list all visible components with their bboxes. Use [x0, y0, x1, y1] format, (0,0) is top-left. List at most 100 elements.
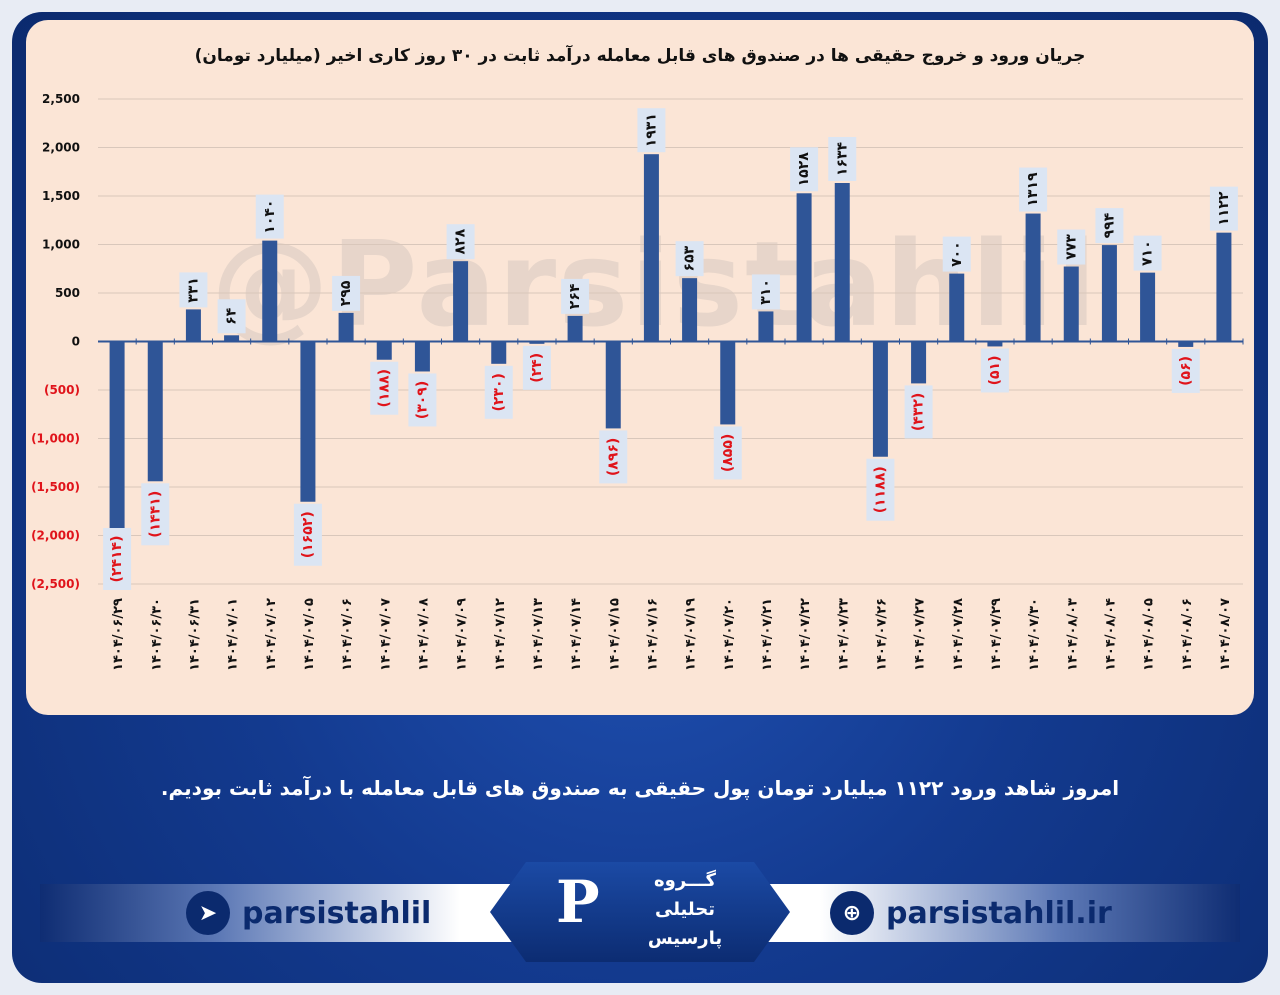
data-label-box	[446, 224, 475, 260]
bar	[605, 341, 621, 429]
data-label-box	[599, 430, 628, 484]
data-label-box	[293, 503, 322, 566]
data-label-box	[370, 361, 399, 415]
bar	[872, 341, 888, 457]
y-tick-label: 0	[72, 335, 80, 349]
caption: امروز شاهد ورود ۱۱۲۲ میلیارد تومان پول ح…	[160, 776, 1120, 800]
data-label: (۲۳۰)	[491, 373, 507, 411]
data-label: (۵۱)	[987, 356, 1003, 386]
data-label-box	[1095, 208, 1124, 244]
data-label: ۱۰۴۰	[262, 200, 278, 234]
x-tick-label: ۱۴۰۴/۰۸/۰۶	[1180, 598, 1195, 671]
x-tick-label: ۱۴۰۴/۰۷/۲۰	[722, 598, 737, 671]
logo-text: گـــروه تحلیلی پارسیس	[630, 866, 740, 953]
x-tick-label: ۱۴۰۴/۰۸/۰۳	[1065, 598, 1080, 671]
data-label-box	[255, 194, 284, 239]
data-label: (۱۶۵۲)	[300, 511, 316, 558]
data-label: (۸۹۶)	[605, 438, 621, 476]
data-label: (۸۵۵)	[720, 434, 736, 472]
x-tick-label: ۱۴۰۴/۰۷/۱۵	[607, 598, 622, 671]
globe-icon: ⊕	[830, 891, 874, 935]
data-label-box	[751, 274, 780, 310]
data-label: ۱۵۲۸	[796, 152, 812, 187]
x-tick-label: ۱۴۰۴/۰۷/۲۶	[874, 598, 889, 671]
data-label: ۹۹۴	[1101, 212, 1117, 238]
data-label: (۲۴۱۴)	[109, 536, 125, 583]
bar	[1178, 341, 1194, 347]
data-label-box	[561, 278, 590, 314]
x-tick-label: ۱۴۰۴/۰۷/۲۹	[989, 598, 1004, 671]
y-tick-label: (1,500)	[31, 480, 80, 494]
x-tick-label: ۱۴۰۴/۰۷/۳۰	[1027, 598, 1042, 671]
data-label-box	[942, 236, 971, 272]
data-label-box	[217, 299, 246, 334]
bar	[1216, 232, 1232, 342]
y-tick-label: 1,500	[42, 189, 80, 203]
data-label-box	[1171, 348, 1200, 393]
data-label-box	[522, 345, 551, 390]
bar	[109, 341, 125, 576]
x-tick-label: ۱۴۰۴/۰۶/۳۰	[149, 598, 164, 671]
y-tick-label: 500	[55, 286, 80, 300]
y-tick-label: (2,500)	[31, 577, 80, 591]
x-tick-label: ۱۴۰۴/۰۶/۲۹	[111, 598, 126, 671]
bar	[414, 341, 430, 372]
data-label-box	[1133, 235, 1162, 271]
data-label-box	[408, 373, 437, 427]
telegram-icon: ➤	[186, 891, 230, 935]
y-tick-label: 1,000	[42, 238, 80, 252]
data-label: ۲۹۵	[338, 280, 354, 306]
data-label: ۶۵۳	[682, 245, 698, 271]
data-label-box	[637, 108, 666, 153]
bar	[911, 341, 927, 384]
logo-badge	[490, 862, 790, 962]
data-label: (۲۴)	[529, 353, 545, 383]
data-label: ۱۳۱۹	[1025, 172, 1041, 207]
bar	[758, 311, 774, 342]
bar	[147, 341, 163, 482]
bar	[1025, 213, 1041, 342]
data-label: ۳۱۰	[758, 279, 774, 305]
data-label-box	[484, 365, 513, 419]
x-tick-label: ۱۴۰۴/۰۷/۱۲	[493, 598, 508, 671]
data-label-box	[141, 483, 170, 546]
x-tick-label: ۱۴۰۴/۰۷/۰۸	[416, 598, 431, 671]
bar	[567, 315, 583, 342]
data-label: ۱۹۳۱	[643, 113, 659, 147]
logo-line-2: تحلیلی	[655, 899, 715, 920]
x-tick-label: ۱۴۰۴/۰۷/۲۳	[836, 598, 851, 671]
website-link[interactable]: ⊕ parsistahlil.ir	[830, 884, 1112, 942]
bar	[834, 183, 850, 342]
x-tick-label: ۱۴۰۴/۰۷/۲۲	[798, 598, 813, 671]
x-tick-label: ۱۴۰۴/۰۷/۲۸	[951, 598, 966, 671]
telegram-link[interactable]: ➤ parsistahlil	[186, 884, 431, 942]
bar	[643, 154, 659, 342]
bar	[796, 193, 812, 342]
data-label: ۳۳۱	[185, 277, 201, 303]
data-label: ۷۱۰	[1140, 240, 1156, 266]
x-tick-label: ۱۴۰۴/۰۷/۲۱	[760, 598, 775, 671]
data-label-box	[332, 275, 361, 311]
x-tick-label: ۱۴۰۴/۰۷/۱۹	[684, 598, 699, 671]
data-label-box	[790, 147, 819, 192]
x-tick-label: ۱۴۰۴/۰۷/۱۳	[531, 598, 546, 671]
x-tick-label: ۱۴۰۴/۰۸/۰۵	[1142, 598, 1157, 671]
data-label-box	[103, 528, 132, 590]
bar	[262, 240, 278, 342]
x-tick-label: ۱۴۰۴/۰۸/۰۷	[1218, 598, 1233, 671]
logo-line-1: گـــروه	[654, 870, 716, 891]
data-label-box	[713, 426, 742, 480]
data-label-box	[904, 385, 933, 439]
chart-title: جریان ورود و خروج حقیقی ها در صندوق های …	[194, 46, 1086, 66]
bar	[185, 309, 201, 342]
bar	[491, 341, 507, 364]
data-label-box	[1057, 229, 1086, 265]
data-label: (۱۸۸)	[376, 369, 392, 407]
logo-line-3: پارسیس	[647, 928, 723, 949]
bar	[453, 261, 469, 342]
bar	[224, 335, 240, 342]
x-tick-label: ۱۴۰۴/۰۷/۰۱	[226, 598, 241, 671]
bar	[338, 312, 354, 342]
bar	[1101, 245, 1117, 342]
data-label: ۶۴	[224, 307, 240, 325]
